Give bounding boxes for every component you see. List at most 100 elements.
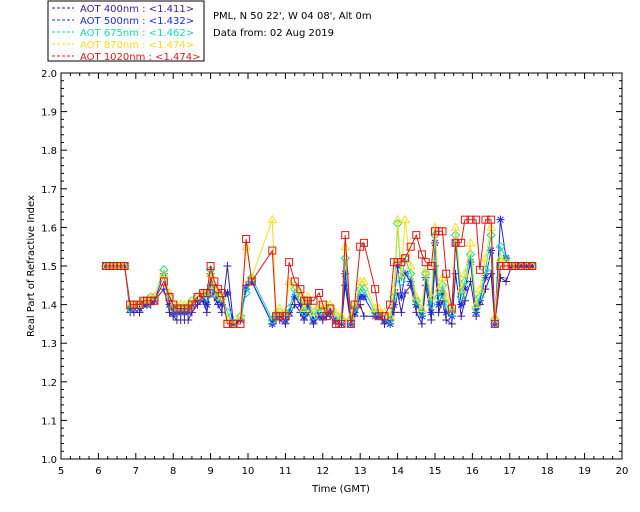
data-point <box>475 265 484 274</box>
data-point <box>268 246 277 255</box>
data-point <box>374 312 383 321</box>
data-point <box>340 241 351 251</box>
data-point <box>406 277 415 286</box>
data-point <box>274 303 285 312</box>
data-point <box>217 300 226 309</box>
data-point <box>475 292 485 302</box>
data-point <box>450 222 461 231</box>
data-point <box>480 265 491 275</box>
data-point <box>495 253 506 262</box>
data-point <box>426 299 436 310</box>
data-point <box>434 300 443 309</box>
data-point <box>322 312 331 321</box>
data-point <box>374 303 384 312</box>
y-tick-label: 1.3 <box>41 339 57 350</box>
data-point <box>400 214 410 224</box>
data-point <box>241 288 251 298</box>
data-point <box>217 308 226 317</box>
data-point <box>341 269 350 278</box>
y-tick-label: 1.5 <box>41 262 57 273</box>
data-point <box>346 319 355 328</box>
data-point <box>487 246 496 255</box>
x-tick-label: 12 <box>316 466 329 477</box>
x-tick-label: 6 <box>95 466 101 477</box>
data-point <box>247 277 256 286</box>
data-point <box>396 276 407 287</box>
data-point <box>475 284 485 293</box>
legend-label: AOT 1020nm : <1.474> <box>80 52 200 63</box>
legend-entry: AOT 1020nm : <1.474> <box>52 52 200 63</box>
data-point <box>359 276 369 285</box>
data-point <box>341 231 350 240</box>
data-point <box>150 296 159 305</box>
data-point <box>522 262 531 270</box>
series-layer <box>101 214 538 329</box>
y-tick-label: 1.0 <box>41 455 57 466</box>
data-point <box>397 308 406 317</box>
data-point <box>465 237 476 247</box>
data-point <box>502 277 511 286</box>
x-tick-label: 5 <box>58 466 64 477</box>
data-point <box>517 262 526 270</box>
data-point <box>430 230 440 240</box>
data-point <box>442 269 451 278</box>
data-point <box>350 300 359 309</box>
series-5 <box>101 215 537 328</box>
data-point <box>406 242 415 251</box>
axes: 5 6 7 8 9 10 11 12 13 14 15 16 17 18 19 20 1.0 1.1 1.2 1.3 1… <box>41 69 628 477</box>
legend-label: AOT 870nm : <1.474> <box>80 40 194 51</box>
x-tick-label: 14 <box>391 466 404 477</box>
data-point <box>296 285 305 294</box>
legend-entry: AOT 400nm : <1.411> <box>52 4 194 15</box>
x-tick-label: 11 <box>279 466 292 477</box>
data-point <box>417 250 426 259</box>
data-point <box>299 303 309 312</box>
y-tick-label: 2.0 <box>41 69 57 80</box>
data-point <box>427 262 436 270</box>
x-tick-label: 20 <box>616 466 629 477</box>
data-point <box>442 316 451 325</box>
data-point <box>460 285 469 294</box>
data-point <box>411 291 422 301</box>
data-point <box>466 215 475 224</box>
data-point <box>460 276 470 287</box>
y-tick-label: 1.4 <box>41 301 57 312</box>
data-point <box>456 284 467 293</box>
data-point <box>438 289 447 298</box>
data-point <box>241 241 251 251</box>
data-point <box>396 268 407 278</box>
data-point <box>487 269 496 278</box>
plot-frame <box>60 72 623 460</box>
data-point <box>456 292 466 302</box>
data-point <box>528 262 537 270</box>
data-point <box>427 316 436 325</box>
data-point <box>495 241 506 252</box>
data-point <box>159 277 168 286</box>
data-point <box>359 312 368 321</box>
data-point <box>308 307 319 316</box>
legend-label: AOT 400nm : <1.411> <box>80 4 194 15</box>
data-point <box>442 308 451 317</box>
data-point <box>427 308 436 317</box>
data-point <box>405 269 416 279</box>
data-point <box>120 262 129 270</box>
data-point <box>236 319 245 328</box>
data-point <box>285 258 294 267</box>
x-axis-label: Time (GMT) <box>311 484 370 495</box>
x-tick-label: 18 <box>541 466 554 477</box>
data-point <box>223 262 232 270</box>
x-tick-label: 15 <box>429 466 442 477</box>
data-point <box>457 312 466 321</box>
data-point <box>466 258 475 267</box>
data-point <box>158 268 169 278</box>
x-tick-label: 7 <box>133 466 139 477</box>
data-point <box>481 273 490 282</box>
x-tick-label: 19 <box>578 466 591 477</box>
data-point <box>417 303 427 312</box>
data-point <box>386 300 395 309</box>
data-point <box>371 285 380 294</box>
legend-label: AOT 500nm : <1.432> <box>80 16 194 27</box>
data-point <box>417 319 426 328</box>
data-point <box>426 291 437 301</box>
data-point <box>465 249 476 260</box>
